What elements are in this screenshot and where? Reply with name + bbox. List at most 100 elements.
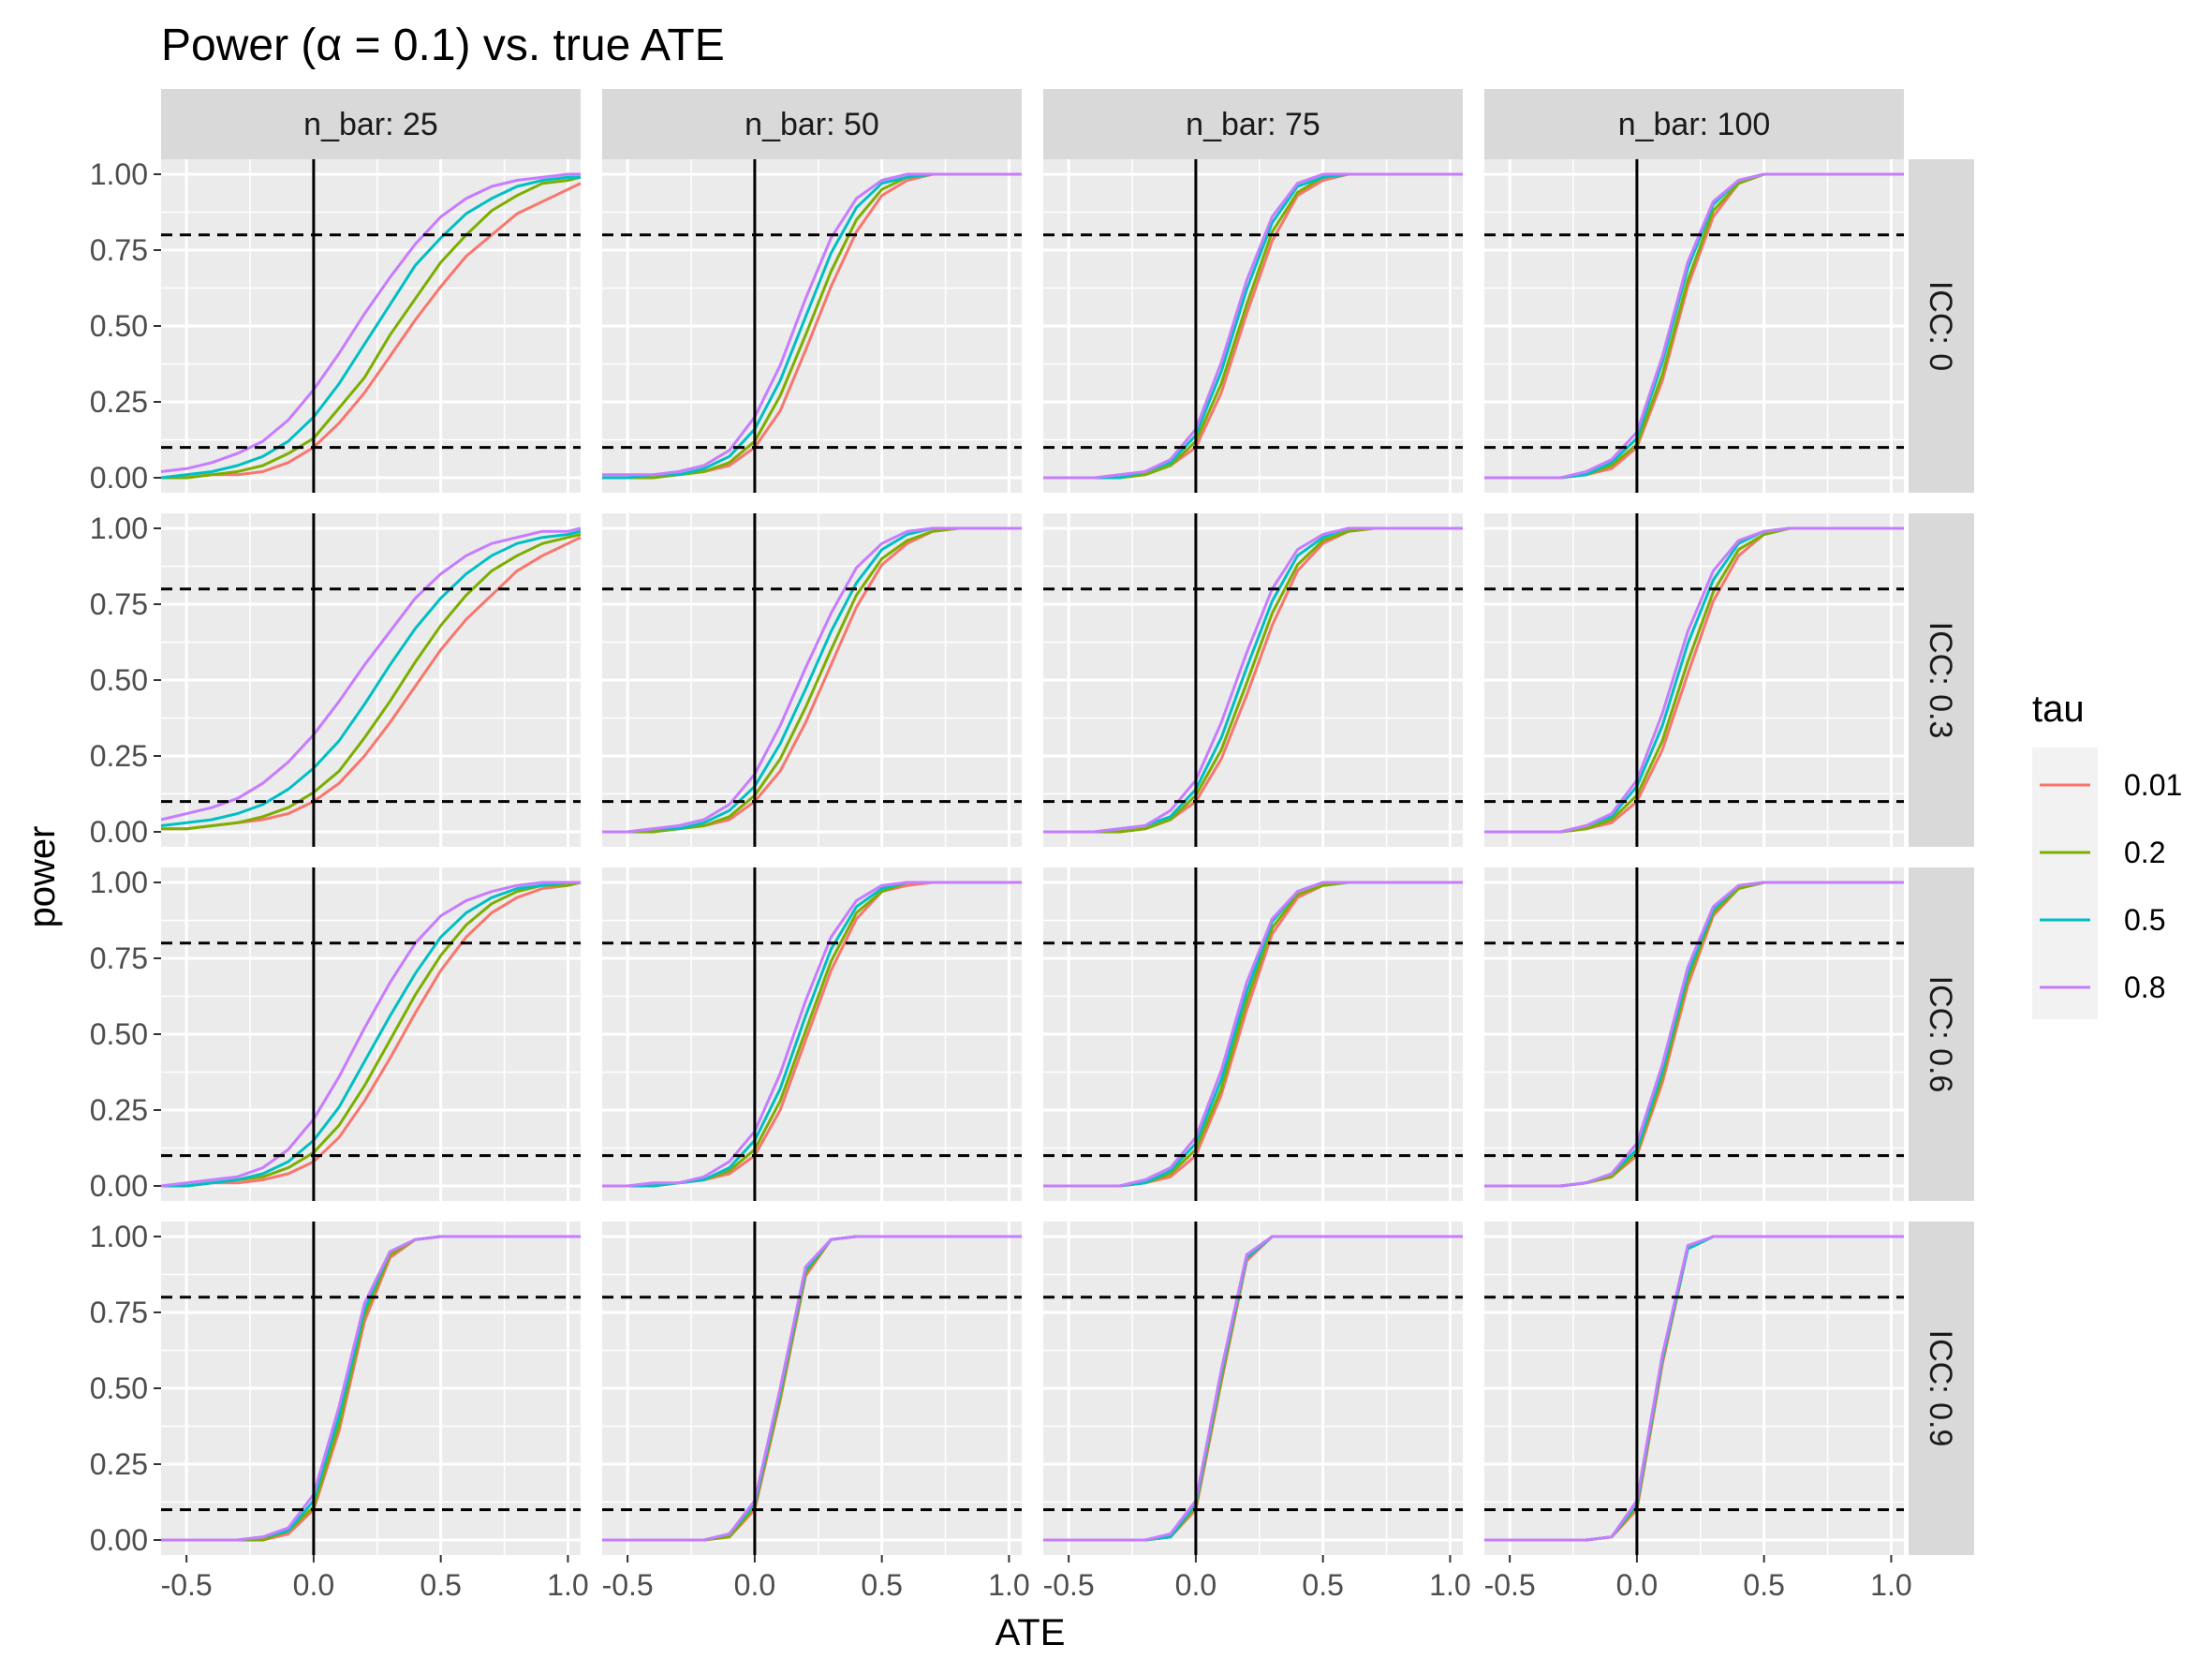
y-tick-label: 0.50 <box>90 309 148 343</box>
series-line-tau-0.8 <box>1043 172 1463 480</box>
series-line-tau-0.8 <box>1484 881 1904 1188</box>
column-strip-bg <box>1043 89 1463 159</box>
x-tick-label: -0.5 <box>161 1568 213 1602</box>
series-line-tau-0.8 <box>1043 526 1463 834</box>
series-line-tau-0.8 <box>1484 526 1904 834</box>
y-tick-label: 1.00 <box>90 157 148 191</box>
legend-label: 0.5 <box>2124 903 2165 937</box>
row-strip-bg <box>1909 159 1974 493</box>
y-tick-label: 0.00 <box>90 815 148 849</box>
x-tick-label: 1.0 <box>988 1568 1029 1602</box>
x-tick-label: -0.5 <box>602 1568 654 1602</box>
row-strip-bg <box>1909 867 1974 1201</box>
facet-grid: n_bar: 25 n_bar: 50 n_bar: 75 n_bar: 100 ICC… <box>90 89 1974 1602</box>
y-tick-label: 1.00 <box>90 1220 148 1253</box>
row-strip-label: ICC: 0.9 <box>1923 1330 1958 1447</box>
facet-panel: 0.00 0.25 0.50 0.75 1.00 <box>90 511 582 849</box>
row-strip: ICC: 0.6 <box>1909 867 1974 1201</box>
series-line-tau-0.8 <box>1043 1235 1463 1542</box>
series-line-tau-0.8 <box>1484 1235 1904 1542</box>
series-line-tau-0.8 <box>160 881 581 1188</box>
x-tick-label: -0.5 <box>1484 1568 1536 1602</box>
series-line-tau-0.8 <box>602 526 1022 834</box>
x-tick-label: 1.0 <box>1429 1568 1470 1602</box>
row-strip-label: ICC: 0 <box>1923 281 1958 371</box>
facet-panel <box>602 513 1022 847</box>
legend: tau 0.01 0.2 0.5 0.8 <box>2032 689 2182 1019</box>
legend-title: tau <box>2032 689 2085 730</box>
legend-label: 0.01 <box>2124 768 2182 802</box>
series-line-tau-0.8 <box>602 172 1022 477</box>
y-tick-label: 0.50 <box>90 663 148 697</box>
y-tick-label: 1.00 <box>90 511 148 545</box>
column-strip: n_bar: 25 <box>161 89 581 159</box>
legend-item: 0.5 <box>2040 903 2165 937</box>
row-strip-label: ICC: 0.3 <box>1923 622 1958 739</box>
y-tick-label: 0.00 <box>90 1523 148 1557</box>
facet-panel <box>1043 513 1463 847</box>
x-axis-title: ATE <box>995 1612 1066 1653</box>
column-strip-bg <box>602 89 1022 159</box>
series-line-tau-0.8 <box>602 881 1022 1188</box>
row-strip-bg <box>1909 513 1974 847</box>
column-strip-label: n_bar: 50 <box>745 107 879 142</box>
facet-panel: 0.00 0.25 0.50 0.75 1.00 -0.5 0.0 0.5 1.0 <box>90 1220 589 1602</box>
series-line-tau-0.8 <box>1043 881 1463 1188</box>
y-tick-label: 0.50 <box>90 1017 148 1051</box>
series-line-tau-0.8 <box>160 172 581 473</box>
x-tick-label: 0.5 <box>861 1568 902 1602</box>
column-strip-label: n_bar: 25 <box>303 107 438 142</box>
y-tick-label: 0.50 <box>90 1371 148 1405</box>
row-strip: ICC: 0 <box>1909 159 1974 493</box>
column-strip-label: n_bar: 100 <box>1618 107 1771 142</box>
series-line-tau-0.8 <box>602 1235 1022 1542</box>
facet-panel: -0.5 0.0 0.5 1.0 <box>602 1222 1030 1602</box>
legend-item: 0.2 <box>2040 836 2165 869</box>
series-line-tau-0.01 <box>161 881 582 1188</box>
chart-title: Power (α = 0.1) vs. true ATE <box>161 21 725 70</box>
series-line-tau-0.5 <box>160 529 582 827</box>
y-tick-label: 1.00 <box>90 866 148 899</box>
facet-panel <box>602 159 1022 493</box>
y-tick-label: 0.75 <box>90 941 148 975</box>
legend-label: 0.2 <box>2124 836 2165 869</box>
y-tick-label: 0.00 <box>90 1169 148 1203</box>
facet-panel: 0.00 0.25 0.50 0.75 1.00 <box>90 866 582 1203</box>
y-tick-label: 0.25 <box>90 385 148 419</box>
x-tick-label: 0.5 <box>1302 1568 1343 1602</box>
column-strip-bg <box>161 89 581 159</box>
column-strip-label: n_bar: 75 <box>1186 107 1320 142</box>
facet-panel <box>1484 867 1904 1201</box>
series-line-tau-0.2 <box>161 175 582 480</box>
series-line-tau-0.2 <box>161 533 582 831</box>
series-line-tau-0.5 <box>161 881 581 1188</box>
x-tick-label: 0.0 <box>1175 1568 1217 1602</box>
y-axis-title: power <box>22 826 63 928</box>
column-strip-bg <box>1484 89 1904 159</box>
row-strip: ICC: 0.3 <box>1909 513 1974 847</box>
y-tick-label: 0.25 <box>90 739 148 773</box>
x-tick-label: 1.0 <box>1870 1568 1911 1602</box>
x-tick-label: 1.0 <box>547 1568 588 1602</box>
series-line-tau-0.8 <box>160 526 582 822</box>
column-strip: n_bar: 75 <box>1043 89 1463 159</box>
facet-panel: -0.5 0.0 0.5 1.0 <box>1043 1222 1471 1602</box>
column-strip: n_bar: 100 <box>1484 89 1904 159</box>
facet-panel: -0.5 0.0 0.5 1.0 <box>1484 1222 1912 1602</box>
x-tick-label: 0.0 <box>293 1568 334 1602</box>
x-tick-label: 0.5 <box>1743 1568 1784 1602</box>
x-tick-label: 0.0 <box>1616 1568 1658 1602</box>
series-line-tau-0.8 <box>1484 172 1904 480</box>
y-tick-label: 0.75 <box>90 233 148 267</box>
series-line-tau-0.8 <box>161 1235 581 1542</box>
facet-panel <box>1484 513 1904 847</box>
legend-label: 0.8 <box>2124 970 2165 1004</box>
row-strip-label: ICC: 0.6 <box>1923 976 1958 1093</box>
y-tick-label: 0.00 <box>90 461 148 495</box>
series-line-tau-0.01 <box>161 182 582 480</box>
facet-panel <box>1043 159 1463 493</box>
y-tick-label: 0.25 <box>90 1093 148 1127</box>
y-tick-label: 0.25 <box>90 1447 148 1481</box>
row-strip-bg <box>1909 1222 1974 1555</box>
